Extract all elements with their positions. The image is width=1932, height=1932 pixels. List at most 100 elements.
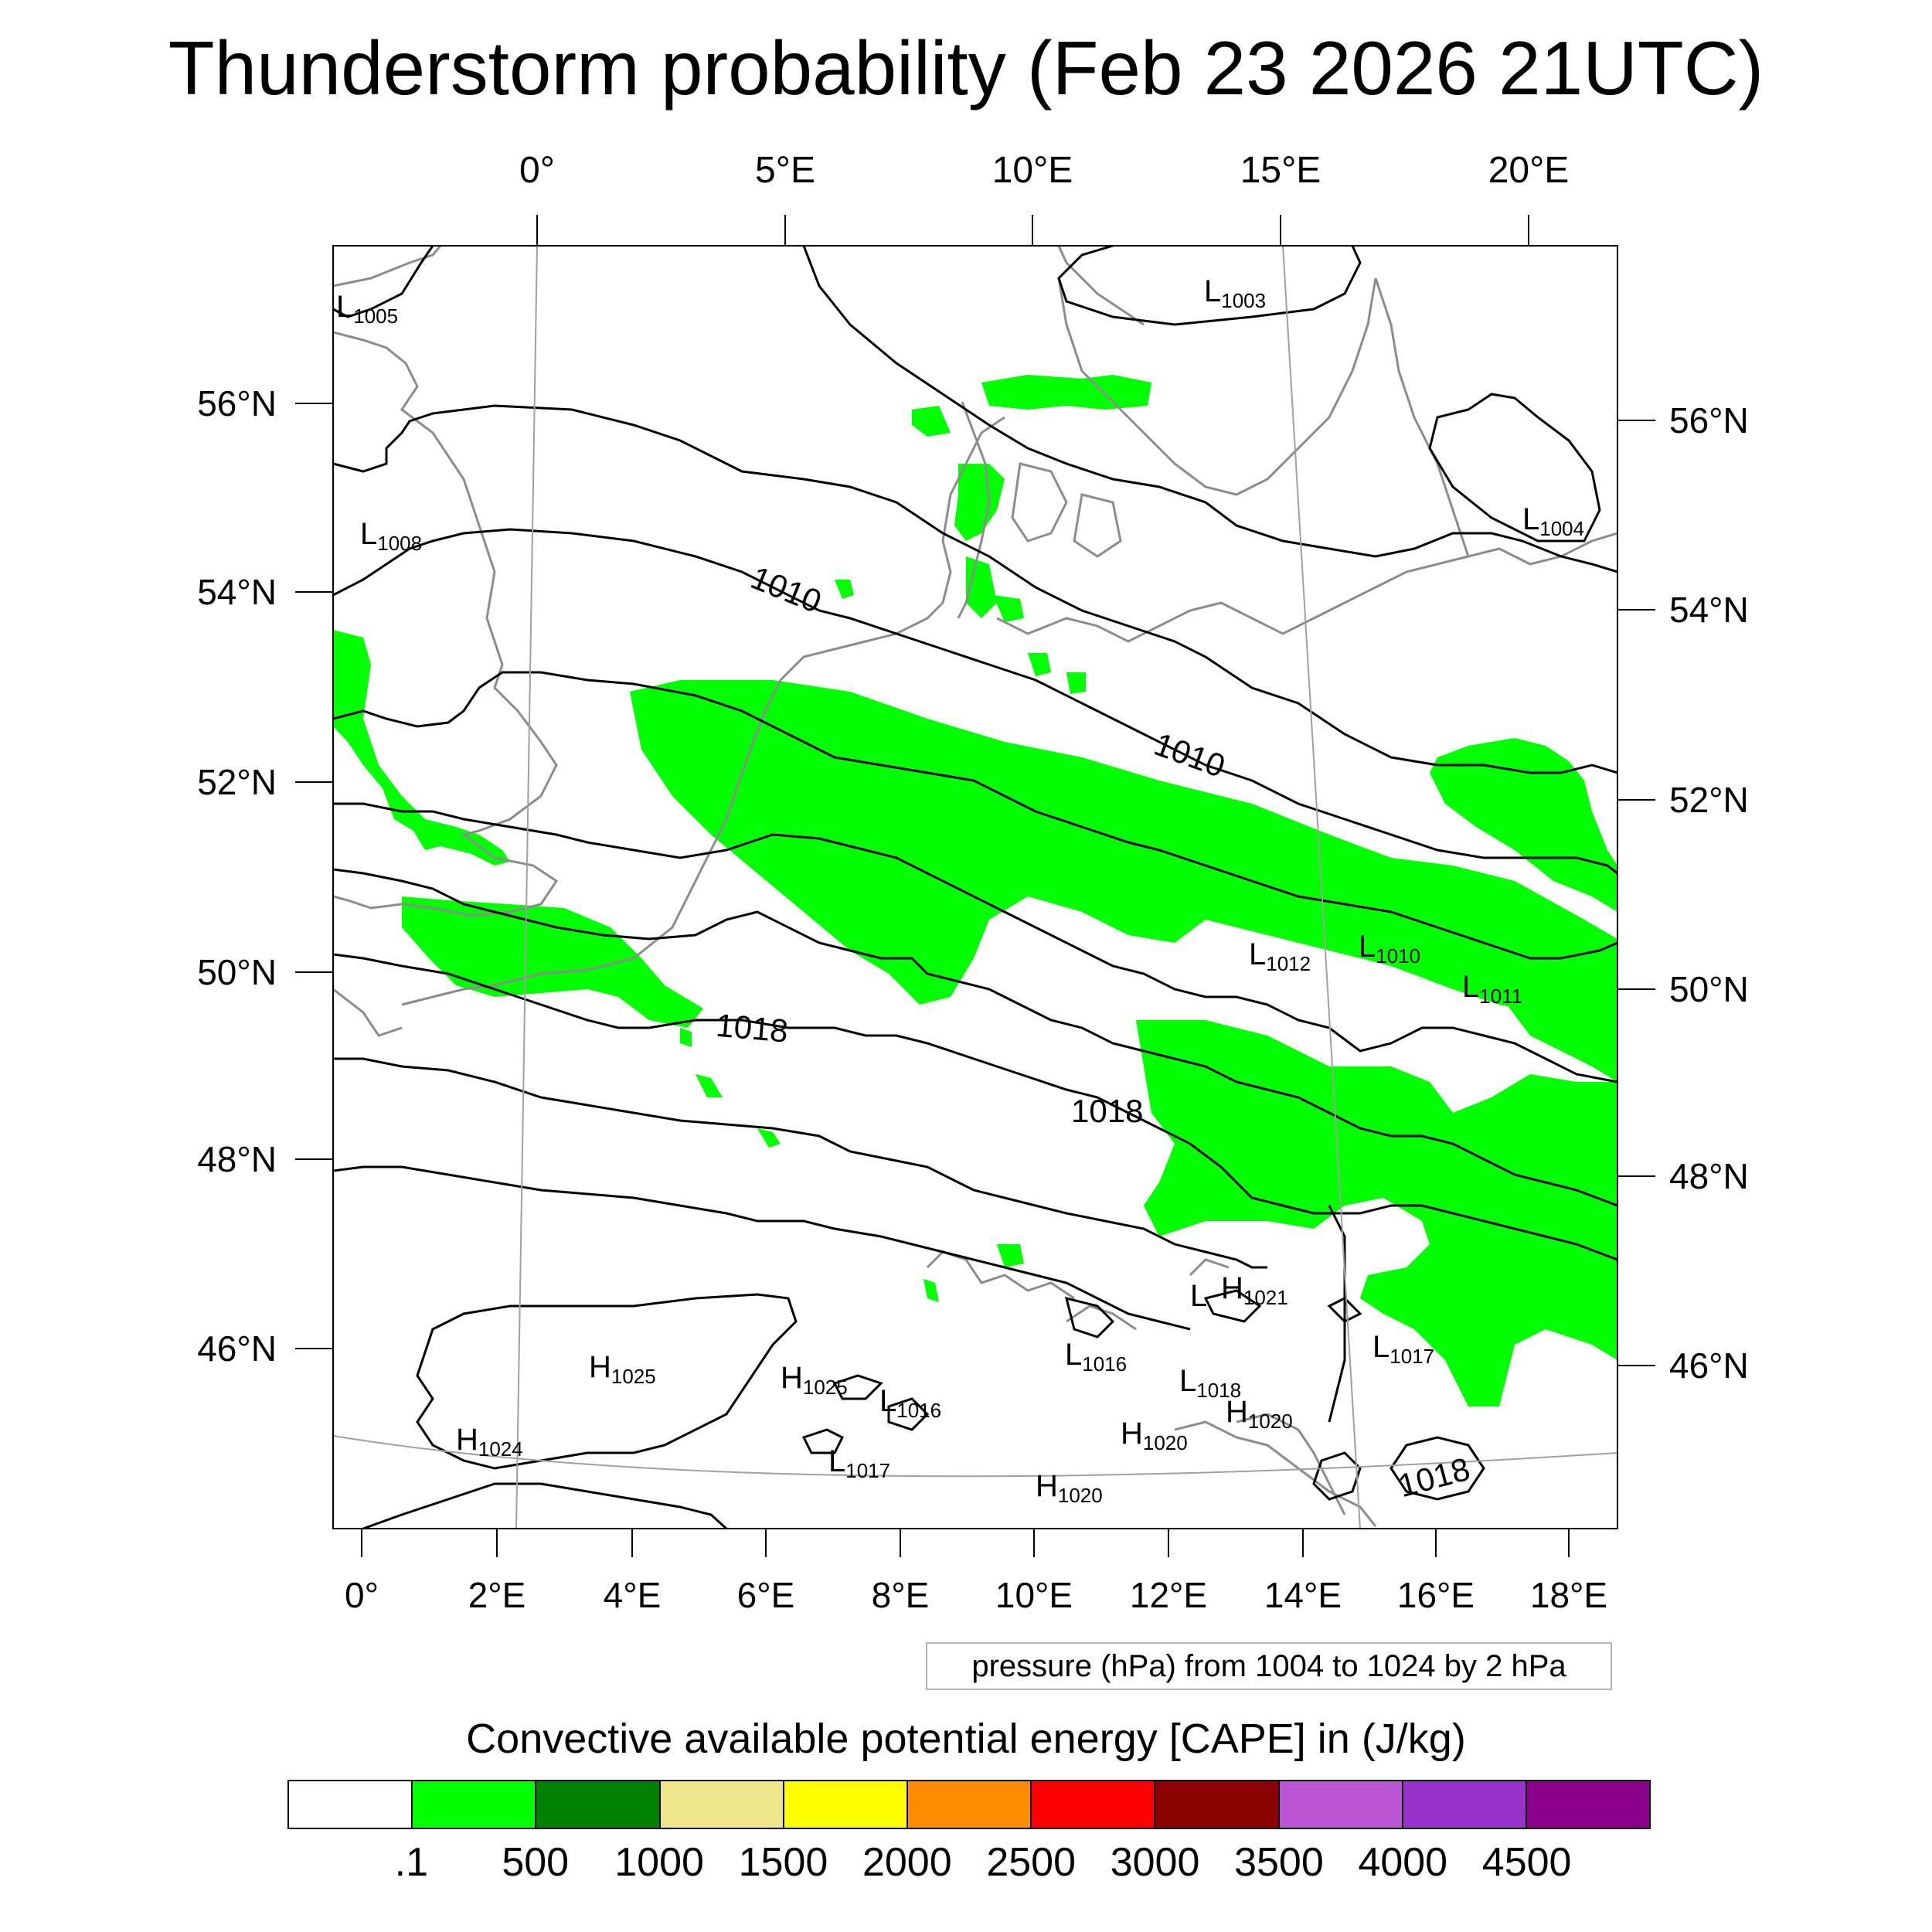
isobar-alps-small — [801, 1289, 1485, 1501]
meridian-0 — [515, 246, 538, 1529]
coast-adriatic — [1174, 1420, 1377, 1527]
isobar-1003 — [1057, 246, 1362, 326]
pressure-center-marker: H1020 — [1121, 1417, 1188, 1454]
colorbar-label: 1500 — [738, 1840, 828, 1885]
cape-region-england — [333, 630, 510, 866]
coast-sweden — [1057, 277, 1377, 496]
top-lon-label: 20°E — [1488, 150, 1570, 191]
isobar-layer — [333, 246, 1617, 1529]
pressure-center-marker: H1020 — [1036, 1469, 1103, 1507]
coast-scotland-england — [333, 331, 559, 917]
top-longitude-labels: 0° 5°E 10°E 15°E 20°E — [519, 150, 1569, 191]
isobar-label: 1018 — [1394, 1451, 1473, 1505]
colorbar-label: 2500 — [986, 1840, 1077, 1885]
colorbar-title: Convective available potential energy [C… — [466, 1716, 1466, 1762]
coastline-layer — [333, 246, 1617, 1527]
bottom-longitude-labels: 0° 2°E 4°E 6°E 8°E 10°E 12°E 14°E 16°E 1… — [345, 1575, 1607, 1615]
bottom-lon-label: 16°E — [1397, 1575, 1475, 1615]
isobar-label: 1010 — [1150, 726, 1230, 784]
pressure-center-marker: L1018 — [1179, 1364, 1241, 1402]
pressure-centers: L1005 L1003 L1008 L1004 L1012 L1010 L101… — [336, 274, 1584, 1507]
pressure-center-marker: H1024 — [456, 1423, 523, 1461]
left-lat-label: 46°N — [197, 1328, 277, 1369]
cape-region-southeast — [1136, 1020, 1617, 1406]
coast-brittany — [333, 988, 403, 1037]
coast-scotland-north — [333, 246, 442, 287]
isobar-upper-2 — [333, 404, 1617, 774]
pressure-center-marker: L1004 — [1522, 502, 1584, 540]
graticule — [333, 246, 1617, 1529]
isobar-1004 — [1428, 393, 1601, 543]
colorbar-labels: .1 500 1000 1500 2000 2500 3000 3500 4000 4500 — [0, 1838, 1932, 1892]
isobar-middle-2 — [333, 868, 1617, 1207]
pressure-center-marker: H1020 — [1226, 1395, 1293, 1433]
pressure-center-marker: L1011 — [1462, 970, 1522, 1008]
colorbar-label: 4000 — [1358, 1840, 1448, 1885]
pressure-center-marker: L1017 — [1372, 1330, 1434, 1368]
isobar-1005 — [333, 246, 434, 318]
right-lat-label: 52°N — [1669, 780, 1749, 820]
left-lat-label: 48°N — [197, 1139, 277, 1179]
isobar-1018-c — [333, 1165, 1191, 1331]
isobar-1018-b — [333, 1057, 1267, 1269]
right-latitude-labels: 56°N 54°N 52°N 50°N 48°N 46°N — [1669, 400, 1749, 1386]
pressure-center-marker: H1025 — [781, 1361, 848, 1399]
right-lat-label: 46°N — [1669, 1345, 1749, 1386]
colorbar-label: 4500 — [1481, 1840, 1572, 1885]
isobar-label: 1018 — [715, 1007, 790, 1049]
colorbar-label: .1 — [394, 1840, 429, 1885]
cape-region-denmark-north — [912, 375, 1151, 437]
pressure-center-marker: L1010 — [1359, 930, 1420, 968]
isobar-south-east — [1328, 1205, 1346, 1423]
colorbar-swatch — [413, 1781, 537, 1828]
left-lat-label: 56°N — [197, 383, 277, 423]
pressure-center-marker: L1005 — [336, 290, 398, 328]
right-lat-label: 48°N — [1669, 1156, 1749, 1196]
colorbar-label: 3000 — [1110, 1840, 1200, 1885]
colorbar-swatch — [1032, 1781, 1156, 1828]
bottom-lon-label: 0° — [345, 1575, 379, 1615]
pressure-center-marker: L1016 — [879, 1384, 941, 1422]
colorbar-label: 500 — [502, 1840, 570, 1885]
parallel-45n — [333, 1435, 1617, 1478]
right-lat-label: 50°N — [1669, 969, 1749, 1009]
colorbar-label: 1000 — [614, 1840, 704, 1885]
colorbar-swatch — [1403, 1781, 1527, 1828]
colorbar-swatch — [784, 1781, 908, 1828]
pressure-center-marker: L1017 — [828, 1444, 890, 1482]
cape-region-central-band — [630, 680, 1617, 1028]
coast-denmark — [957, 401, 991, 619]
isobar-1024 — [362, 1482, 728, 1529]
isobar-label: 1018 — [1071, 1093, 1143, 1129]
cape-region-poland-south — [1445, 935, 1617, 1082]
pressure-center-marker: L1016 — [1065, 1338, 1127, 1376]
page-title: Thunderstorm probability (Feb 23 2026 21… — [168, 26, 1764, 111]
pressure-contour-note: pressure (hPa) from 1004 to 1024 by 2 hP… — [926, 1642, 1612, 1690]
left-lat-label: 50°N — [197, 952, 277, 992]
pressure-center-marker: L1003 — [1204, 274, 1266, 312]
pressure-center-marker: L1008 — [360, 517, 422, 555]
bottom-lon-label: 8°E — [872, 1575, 930, 1615]
isobar-middle-1 — [333, 802, 1617, 1083]
bottom-tick-marks — [361, 1529, 1570, 1557]
colorbar-swatch — [660, 1781, 784, 1828]
cape-region-denmark-south — [954, 464, 1024, 622]
bottom-lon-label: 2°E — [468, 1575, 526, 1615]
pressure-center-marker: H1021 — [1221, 1271, 1288, 1309]
top-lon-label: 0° — [519, 150, 555, 191]
colorbar-swatch — [289, 1781, 413, 1828]
isobar-upper-1 — [802, 246, 1617, 573]
colorbar-swatch — [536, 1781, 661, 1828]
cape-region-west-channel — [402, 896, 703, 1028]
colorbar-swatch — [1279, 1781, 1403, 1828]
isobar-1010-b — [333, 671, 1617, 960]
bottom-lon-label: 4°E — [604, 1575, 662, 1615]
left-lat-label: 54°N — [197, 572, 277, 612]
top-lon-label: 5°E — [755, 150, 815, 191]
bottom-lon-label: 14°E — [1264, 1575, 1342, 1615]
right-lat-label: 54°N — [1669, 590, 1749, 630]
cape-region-poland — [1430, 738, 1617, 912]
coast-germany-poland — [996, 532, 1617, 643]
colorbar — [287, 1780, 1651, 1829]
